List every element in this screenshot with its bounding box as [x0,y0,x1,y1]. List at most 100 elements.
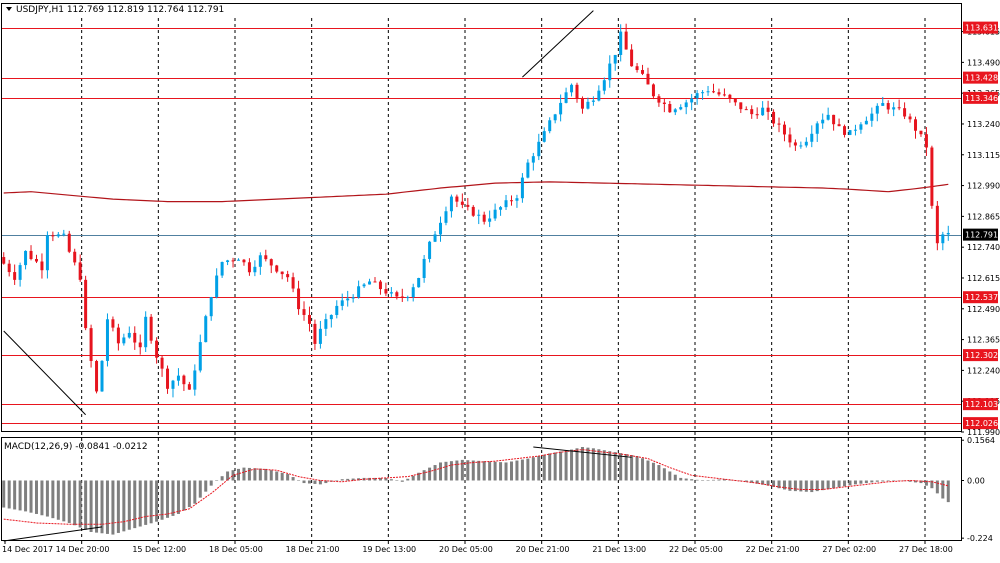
candle [428,240,432,263]
macd-bar [761,480,765,485]
candle [198,334,202,373]
candle [586,97,590,110]
candle [531,152,535,171]
candle [297,280,301,315]
macd-bar [182,480,186,511]
candle [810,125,814,148]
candle [924,127,928,157]
macd-trend-line[interactable] [3,526,103,542]
candle [340,293,344,311]
macd-bar [193,480,197,504]
candle [499,205,503,216]
candle [242,258,246,266]
macd-bar [29,480,33,513]
candle [368,278,372,285]
macd-bar [45,480,49,517]
candle [105,313,109,367]
candle [662,98,666,113]
candle [608,55,612,88]
price-tick-label: 112.615 [967,274,1000,283]
macd-trend-line[interactable] [533,446,632,458]
macd-bar [509,461,513,481]
time-tick-label: 14 Dec 20:00 [56,545,110,554]
candle [67,230,71,254]
candle [302,301,306,321]
candle [908,113,912,123]
time-tick-label: 20 Dec 21:00 [516,545,570,554]
candle [29,245,33,261]
candle [182,374,186,392]
candle [515,194,519,208]
macd-bar [100,480,104,534]
candle [684,99,688,115]
level-price-tag-text: 112.302 [965,351,998,360]
candle [34,254,38,264]
price-tick-label: 113.490 [967,58,1000,67]
trend-lines[interactable] [3,10,594,416]
level-price-tag-text: 113.428 [965,74,998,83]
price-tick-label: 113.240 [967,120,1000,129]
macd-bar [78,480,82,528]
candle [630,44,634,67]
macd-bar [515,460,519,481]
candle [73,248,77,266]
macd-bar [930,480,934,489]
macd-bar [668,471,672,481]
macd-bar [318,480,322,485]
trend-line[interactable] [3,330,86,416]
candle [133,326,137,350]
candle [504,194,508,210]
trend-line[interactable] [522,10,594,78]
candle [307,306,311,332]
candle [864,116,868,125]
candle [619,24,623,62]
level-price-tag-text: 113.631 [965,24,998,33]
candle [62,229,66,237]
candle [804,137,808,148]
macd-bar [144,480,148,525]
candle [651,83,655,100]
candle [914,116,918,139]
candle [782,121,786,142]
macd-bar [84,480,88,530]
macd-bar [455,460,459,481]
macd-bar [280,472,284,481]
candle [111,316,115,332]
macd-bar [832,480,836,489]
candle [777,117,781,133]
candle [329,314,333,328]
candle [935,201,939,251]
macd-bar [662,468,666,481]
macd-bar [247,467,251,481]
candle [701,90,705,100]
candle [84,275,88,331]
price-tick-label: 112.865 [967,212,1000,221]
candle [100,360,104,392]
time-tick-label: 18 Dec 05:00 [209,545,263,554]
price-tick-label: 112.990 [967,182,1000,191]
candle [886,100,890,114]
candle [875,103,879,122]
macd-bar [51,480,55,519]
candle [613,54,617,71]
candle [460,193,464,209]
candle [892,102,896,117]
macd-bar [782,480,786,490]
candle [919,130,923,137]
macd-bar [73,480,77,526]
macd-bar [826,480,830,490]
macd-bar [34,480,38,514]
macd-bar [24,480,28,512]
candle [471,205,475,217]
candle [520,173,524,203]
dropdown-triangle-icon[interactable] [6,7,12,11]
macd-bar [580,447,584,481]
candle [455,194,459,208]
macd-bar [378,477,382,481]
candle [706,85,710,96]
macd-bar [7,480,11,509]
macd-bar [116,480,120,533]
candle [591,96,595,106]
